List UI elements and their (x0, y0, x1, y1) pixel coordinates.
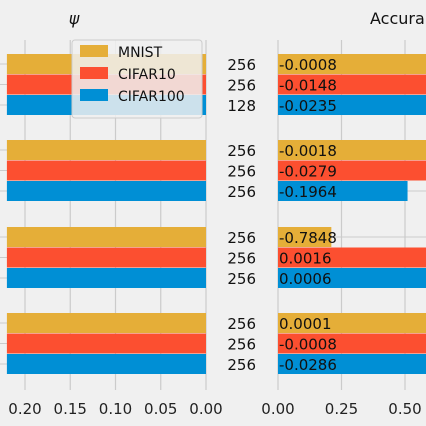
right-x-tick-label: 0.25 (325, 400, 358, 418)
left-x-tick-label: 0.10 (99, 400, 132, 418)
middle-value-label: 256 (227, 163, 256, 181)
legend-label: CIFAR100 (118, 89, 185, 105)
left-x-tick-label: 0.00 (189, 400, 222, 418)
left-bar-cifar10 (6, 160, 207, 181)
accuracy-value-label: -0.1964 (279, 183, 337, 201)
accuracy-bar-cifar10 (278, 160, 426, 181)
right-x-ticks: 0.00 0.25 0.50 (261, 400, 421, 418)
left-bar-cifar10 (6, 247, 207, 268)
left-bars (6, 54, 207, 374)
middle-value-label: 256 (227, 336, 256, 354)
left-chart-title: ψ (69, 9, 80, 28)
left-bar-cifar100 (6, 354, 207, 374)
legend: MNIST CIFAR10 CIFAR100 (71, 39, 203, 119)
legend-swatch-mnist (80, 45, 108, 57)
middle-value-label: 256 (227, 356, 256, 374)
accuracy-bar-mnist (278, 140, 426, 160)
middle-value-label: 256 (227, 183, 256, 201)
legend-label: CIFAR10 (118, 67, 176, 83)
accuracy-bar-cifar100 (278, 95, 426, 115)
accuracy-value-label: -0.0008 (279, 56, 337, 74)
accuracy-value-label: 0.0006 (279, 270, 332, 288)
accuracy-bar-cifar10 (278, 333, 426, 354)
left-x-tick-label: 0.20 (8, 400, 41, 418)
left-bar-cifar100 (6, 181, 207, 201)
accuracy-bar-cifar100 (278, 354, 426, 374)
accuracy-value-label: -0.0279 (279, 163, 337, 181)
right-bars (278, 54, 426, 374)
left-bar-mnist (6, 140, 207, 160)
middle-value-label: 256 (227, 142, 256, 160)
accuracy-value-label: -0.0148 (279, 77, 337, 95)
left-bar-cifar100 (6, 268, 207, 288)
accuracy-bar-mnist (278, 227, 332, 247)
middle-value-label: 256 (227, 77, 256, 95)
left-x-ticks: 0.20 0.15 0.10 0.05 0.00 (8, 400, 222, 418)
accuracy-value-label: 0.0001 (279, 315, 332, 333)
right-x-tick-label: 0.50 (388, 400, 421, 418)
middle-value-label: 256 (227, 315, 256, 333)
middle-value-label: 256 (227, 229, 256, 247)
accuracy-value-label: -0.0018 (279, 142, 337, 160)
accuracy-bar-mnist (278, 313, 426, 333)
middle-value-label: 256 (227, 250, 256, 268)
accuracy-value-label: -0.0008 (279, 336, 337, 354)
left-bar-mnist (6, 227, 207, 247)
right-chart-title: Accura (370, 9, 425, 28)
left-x-tick-label: 0.05 (144, 400, 177, 418)
accuracy-bar-cifar10 (278, 247, 426, 268)
middle-value-label: 256 (227, 56, 256, 74)
accuracy-value-label: -0.0286 (279, 356, 337, 374)
middle-value-label: 128 (227, 97, 256, 115)
accuracy-bar-mnist (278, 54, 426, 74)
accuracy-bar-cifar100 (278, 268, 426, 288)
accuracy-value-label: 0.0016 (279, 250, 332, 268)
accuracy-value-label: -0.0235 (279, 97, 337, 115)
right-x-tick-label: 0.00 (261, 400, 294, 418)
accuracy-bar-cifar100 (278, 181, 408, 201)
accuracy-value-label: -0.7848 (279, 229, 337, 247)
middle-value-label: 256 (227, 270, 256, 288)
left-bar-mnist (6, 313, 207, 333)
accuracy-bar-cifar10 (278, 74, 426, 95)
middle-value-labels: 256 256 128 256 256 256 256 256 256 256 256 256 (227, 56, 256, 374)
left-x-tick-label: 0.15 (54, 400, 87, 418)
legend-label: MNIST (118, 45, 163, 61)
legend-swatch-cifar100 (80, 89, 108, 101)
left-bar-cifar10 (6, 333, 207, 354)
accuracy-value-labels: -0.0008 -0.0018 -0.7848 0.0001 -0.0148 -0.027… (279, 56, 337, 374)
legend-swatch-cifar10 (80, 67, 108, 79)
